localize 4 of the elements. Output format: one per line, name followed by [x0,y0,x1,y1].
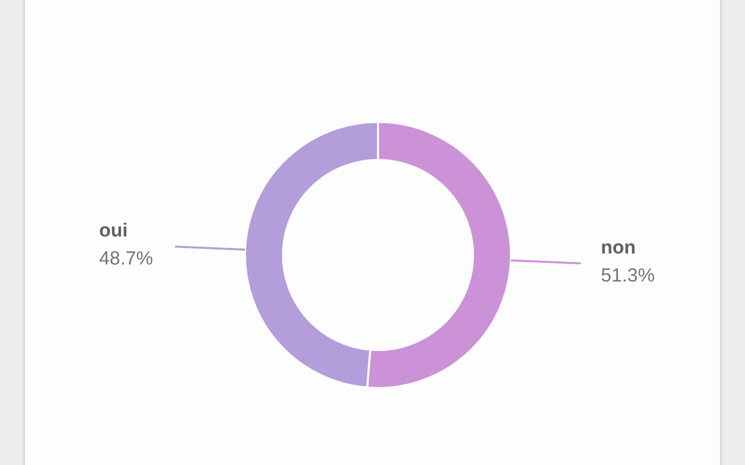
data-label: 51.3% [600,265,655,286]
slice-label: oui [99,220,128,242]
slice-label: non [600,237,636,258]
data-label: 48.7% [99,248,154,270]
